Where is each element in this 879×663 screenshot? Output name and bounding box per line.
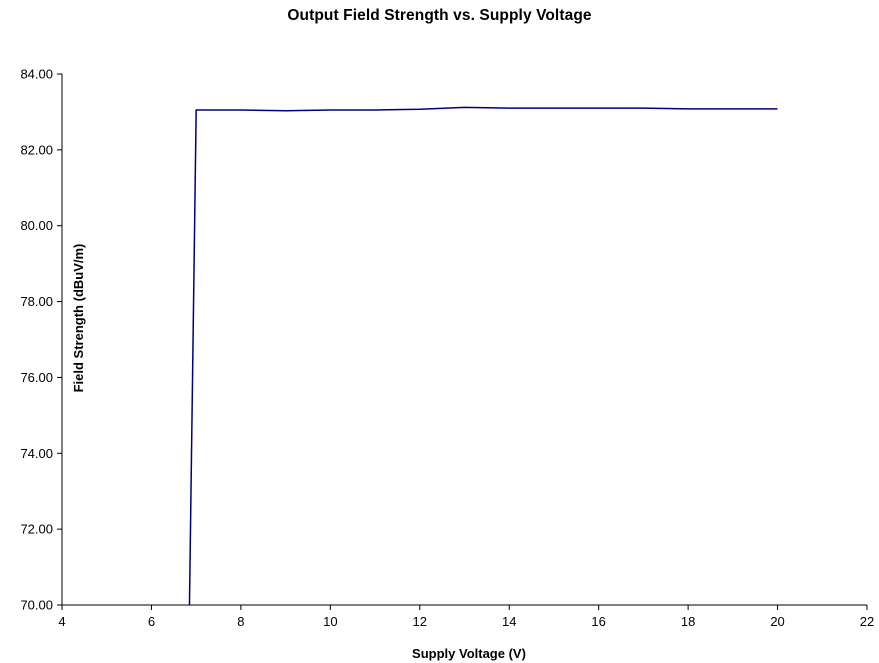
y-tick-label: 84.00 (20, 67, 53, 82)
x-tick-label: 12 (413, 614, 427, 629)
x-tick-label: 10 (323, 614, 337, 629)
x-tick-label: 22 (860, 614, 874, 629)
x-tick-label: 6 (148, 614, 155, 629)
y-tick-label: 76.00 (20, 370, 53, 385)
y-tick-label: 74.00 (20, 446, 53, 461)
y-tick-label: 78.00 (20, 294, 53, 309)
y-tick-label: 82.00 (20, 142, 53, 157)
x-tick-label: 16 (591, 614, 605, 629)
y-axis-title: Field Strength (dBuV/m) (71, 244, 86, 393)
axes: 70.00 72.00 74.00 76.00 78.00 80.00 82.00 84.00… (20, 67, 874, 630)
x-tick-label: 14 (502, 614, 516, 629)
y-tick-label: 80.00 (20, 218, 53, 233)
y-tick-label: 70.00 (20, 598, 53, 613)
x-tick-label: 4 (58, 614, 65, 629)
y-tick-label: 72.00 (20, 522, 53, 537)
series-layer (188, 106, 778, 606)
x-axis-title: Supply Voltage (V) (412, 646, 526, 661)
x-tick-label: 20 (770, 614, 784, 629)
x-tick-label: 18 (681, 614, 695, 629)
chart-title: Output Field Strength vs. Supply Voltage (287, 7, 592, 24)
series-line (188, 106, 778, 606)
x-tick-label: 8 (237, 614, 244, 629)
